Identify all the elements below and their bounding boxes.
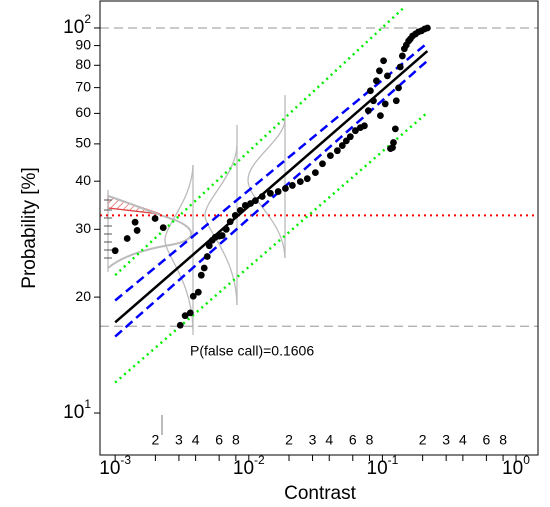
point (222, 225, 230, 233)
x-tick-label: 10-3 (99, 453, 131, 479)
signal-density (204, 144, 238, 306)
x-tick-label: 100 (502, 453, 530, 479)
point (231, 212, 239, 219)
point (123, 235, 131, 242)
x-tick-label: 10-2 (233, 453, 265, 479)
y-tick-label: 101 (63, 397, 91, 423)
point (186, 309, 194, 317)
x-tick-label: 10-1 (367, 453, 399, 479)
x-tick-label: 8 (232, 432, 240, 448)
point (151, 215, 159, 222)
point (131, 218, 139, 226)
y-tick-label: 30 (75, 220, 91, 236)
point (194, 288, 202, 296)
point (200, 264, 208, 272)
point (311, 169, 319, 177)
signal-density (247, 119, 286, 259)
density-decor (104, 95, 286, 435)
x-tick-label: 2 (419, 432, 427, 448)
point (319, 160, 326, 168)
y-tick-label: 90 (75, 36, 91, 52)
point (367, 87, 374, 95)
point (203, 253, 211, 260)
x-tick-label: 4 (192, 432, 200, 448)
point (376, 67, 383, 75)
point (266, 189, 274, 197)
x-tick-label: 3 (442, 432, 450, 448)
point (338, 142, 346, 149)
point (423, 24, 431, 32)
point (380, 57, 387, 65)
point (395, 84, 402, 92)
plot-frame (99, 0, 539, 456)
point (197, 271, 205, 279)
fit-line (114, 59, 429, 338)
x-tick-label: 8 (499, 432, 507, 448)
point (296, 178, 304, 186)
x-tick-label: 4 (325, 432, 333, 448)
y-tick-label: 40 (75, 172, 91, 188)
point (377, 112, 384, 120)
point (274, 188, 282, 195)
point (333, 147, 341, 155)
point (282, 185, 289, 192)
x-tick-label: 8 (366, 432, 374, 448)
fit-line (114, 42, 429, 302)
x-tick-label: 2 (151, 432, 159, 448)
point (111, 247, 119, 255)
x-tick-label: 2 (285, 432, 293, 448)
point (189, 292, 197, 300)
point (352, 127, 359, 135)
x-axis-label: Contrast (284, 483, 357, 504)
point (360, 122, 368, 130)
point (303, 175, 311, 183)
point (205, 242, 213, 250)
fit-line (114, 50, 429, 324)
point (373, 77, 380, 85)
noise-density (107, 195, 193, 269)
point (241, 202, 249, 209)
point (384, 72, 391, 80)
point (364, 107, 372, 115)
rug-marks (104, 199, 112, 259)
x-tick-label: 6 (215, 432, 223, 448)
x-tick-label: 3 (175, 432, 183, 448)
point (288, 182, 296, 189)
y-tick-label: 70 (75, 78, 91, 94)
point (392, 97, 400, 105)
point (226, 218, 234, 226)
point (381, 100, 389, 108)
fit-line (114, 111, 429, 384)
point (390, 139, 397, 146)
point (251, 197, 259, 205)
point (181, 312, 189, 320)
point (370, 97, 377, 105)
point (133, 227, 141, 234)
y-tick-label: 50 (75, 135, 91, 151)
y-tick-label: 102 (63, 12, 91, 38)
x-tick-label: 3 (309, 432, 317, 448)
y-tick-label: 20 (75, 288, 91, 304)
point (236, 206, 244, 214)
fit-line (114, 5, 407, 277)
point (396, 63, 404, 71)
point (159, 224, 167, 232)
point (258, 193, 266, 200)
point (398, 52, 406, 60)
y-tick-label: 60 (75, 104, 91, 120)
x-tick-label: 6 (349, 432, 357, 448)
point (391, 125, 399, 133)
y-tick-label: 80 (75, 56, 91, 72)
point (218, 232, 226, 239)
point (326, 152, 334, 160)
x-tick-label: 4 (459, 432, 467, 448)
point (346, 133, 354, 141)
y-axis-label: Probability [%] (19, 167, 40, 288)
annotation: P(false call)=0.1606 (190, 343, 314, 359)
point (176, 321, 184, 329)
signal-density (164, 164, 194, 331)
point (389, 144, 396, 152)
x-tick-label: 6 (482, 432, 490, 448)
